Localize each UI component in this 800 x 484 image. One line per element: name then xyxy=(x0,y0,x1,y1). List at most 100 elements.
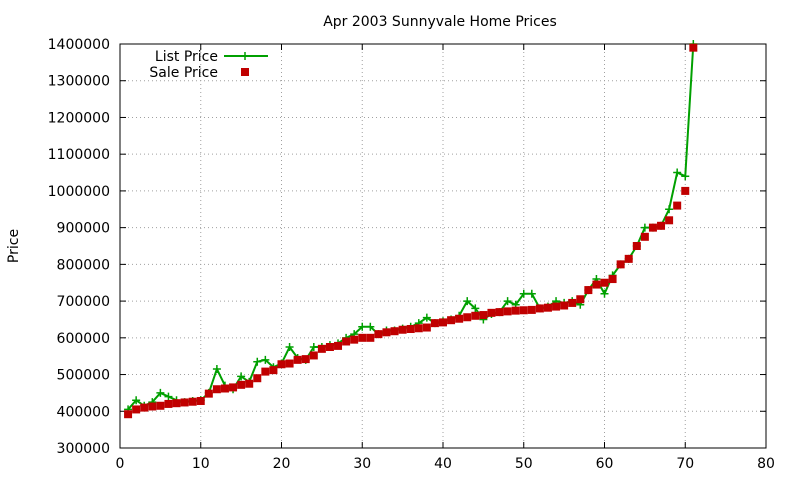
sale-price-point xyxy=(624,254,633,263)
sale-price-point xyxy=(317,344,326,353)
sale-price-point xyxy=(358,333,367,342)
y-tick-label: 800000 xyxy=(57,257,110,273)
y-axis-label: Price xyxy=(6,229,22,263)
sale-price-point xyxy=(640,232,649,241)
list-price-point xyxy=(237,372,246,381)
legend: List Price Sale Price xyxy=(149,49,268,81)
x-tick-label: 60 xyxy=(596,456,614,472)
sale-price-point xyxy=(657,221,666,230)
y-tick-label: 300000 xyxy=(57,441,110,457)
sale-price-point xyxy=(552,302,561,311)
sale-price-point xyxy=(463,313,472,322)
sale-price-point xyxy=(374,330,383,339)
sale-price-point xyxy=(600,278,609,287)
sale-price-point xyxy=(253,374,262,383)
sale-price-point xyxy=(511,306,520,315)
sale-price-point xyxy=(608,275,617,284)
y-tick-label: 600000 xyxy=(57,331,110,347)
sale-price-point xyxy=(665,216,674,225)
sale-price-point xyxy=(148,402,157,411)
sale-price-point xyxy=(237,380,246,389)
sale-price-point xyxy=(422,323,431,332)
sale-price-point xyxy=(309,351,318,360)
x-tick-label: 40 xyxy=(434,456,452,472)
legend-marker-sale-price xyxy=(241,68,249,76)
list-price-point xyxy=(212,365,221,374)
sale-price-point xyxy=(560,301,569,310)
sale-price-point xyxy=(350,335,359,344)
sale-price-point xyxy=(495,308,504,317)
sale-price-point xyxy=(334,341,343,350)
list-price-point xyxy=(463,297,472,306)
y-tick-label: 500000 xyxy=(57,368,110,384)
legend-marker-list-price xyxy=(241,52,249,60)
sale-price-point xyxy=(503,307,512,316)
sale-price-point xyxy=(673,201,682,210)
y-tick-label: 400000 xyxy=(57,404,110,420)
sale-price-point xyxy=(648,223,657,232)
sale-price-point xyxy=(132,405,141,414)
sale-price-point xyxy=(293,355,302,364)
list-price-point xyxy=(527,289,536,298)
sale-price-point xyxy=(220,384,229,393)
sale-price-point xyxy=(535,304,544,313)
x-tick-label: 10 xyxy=(192,456,210,472)
sale-price-point xyxy=(301,355,310,364)
sale-price-point xyxy=(471,311,480,320)
list-price-point xyxy=(600,289,609,298)
y-tick-label: 1400000 xyxy=(48,37,110,53)
sale-price-point xyxy=(584,286,593,295)
sale-price-point xyxy=(632,242,641,250)
list-price-point xyxy=(253,357,262,366)
list-price-point xyxy=(309,343,318,351)
tick-layer: 0 10 20 30 40 50 60 70 80 300000 400000 500000 60000… xyxy=(48,37,775,472)
y-tick-label: 1300000 xyxy=(48,74,110,90)
sale-price-point xyxy=(430,319,439,328)
sale-price-point xyxy=(487,308,496,317)
sale-price-point xyxy=(140,403,149,412)
sale-price-point xyxy=(164,399,173,408)
x-tick-label: 20 xyxy=(273,456,291,472)
list-price-point xyxy=(519,289,528,298)
sale-price-point xyxy=(414,324,423,333)
list-price-point xyxy=(366,322,375,331)
sale-price-point xyxy=(479,311,488,320)
sale-price-point xyxy=(519,306,528,315)
sale-price-point xyxy=(543,303,552,312)
list-price-point xyxy=(164,392,173,401)
list-price-point xyxy=(681,172,690,181)
y-tick-label: 1000000 xyxy=(48,184,110,200)
x-tick-label: 0 xyxy=(116,456,125,472)
sale-price-point xyxy=(681,186,690,195)
sale-price-point xyxy=(366,333,375,342)
y-tick-label: 1100000 xyxy=(48,147,110,163)
sale-price-point xyxy=(229,383,238,392)
y-tick-label: 900000 xyxy=(57,221,110,237)
x-tick-label: 70 xyxy=(676,456,694,472)
list-price-point xyxy=(261,355,270,364)
sale-price-point xyxy=(277,360,286,369)
sale-price-point xyxy=(212,385,221,394)
series-layer xyxy=(124,40,698,419)
sale-price-point xyxy=(568,298,577,307)
sale-price-point xyxy=(188,397,197,406)
list-price-point xyxy=(422,313,431,322)
sale-price-point xyxy=(342,337,351,346)
sale-price-point xyxy=(398,325,407,334)
chart-title: Apr 2003 Sunnyvale Home Prices xyxy=(323,14,557,30)
sale-price-point xyxy=(390,327,399,336)
list-price-point xyxy=(503,297,512,306)
list-price-point xyxy=(156,388,165,397)
list-price-point xyxy=(132,396,141,405)
sale-price-point xyxy=(406,325,415,334)
legend-label-list-price: List Price xyxy=(155,49,218,65)
list-price-point xyxy=(471,304,480,313)
sale-price-point xyxy=(156,401,165,410)
x-tick-label: 30 xyxy=(353,456,371,472)
sale-price-point xyxy=(592,280,601,289)
sale-price-point xyxy=(196,396,205,405)
sale-price-point xyxy=(689,43,698,52)
sale-price-point xyxy=(382,328,391,337)
